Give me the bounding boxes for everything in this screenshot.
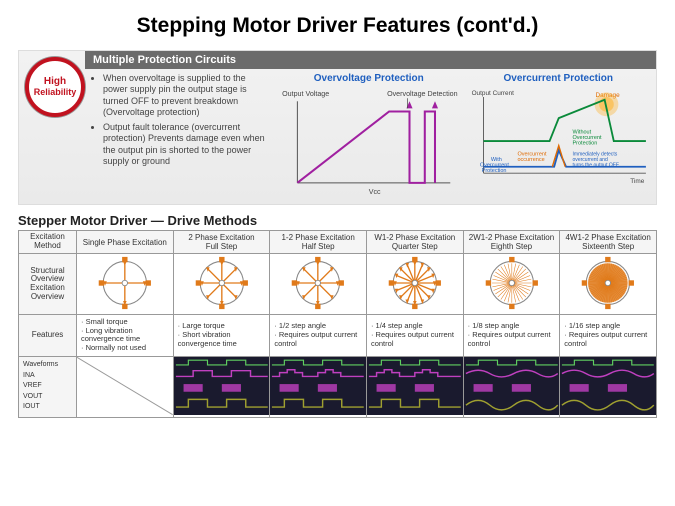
bullet-list: When overvoltage is supplied to the powe… — [91, 73, 269, 198]
feature-cell: · 1/16 step angle· Requires output curre… — [560, 315, 657, 357]
rh-method: Excitation Method — [19, 231, 77, 254]
ov-chart-svg: Output Voltage Overvoltage Detection Vcc — [277, 86, 460, 198]
feature-cell: · Small torque· Long vibration convergen… — [77, 315, 174, 357]
bullet-item: Output fault tolerance (overcurrent prot… — [103, 122, 269, 167]
svg-text:turns the output OFF: turns the output OFF — [572, 163, 618, 169]
page-title: Stepping Motor Driver Features (cont'd.) — [18, 14, 657, 38]
ov-axis-vcc: Vcc — [369, 188, 381, 196]
svg-text:Protection: Protection — [481, 168, 506, 174]
rotor-diagram — [77, 254, 174, 315]
col-header: 1-2 Phase Excitation Half Step — [270, 231, 367, 254]
table-section-title: Stepper Motor Driver — Drive Methods — [18, 213, 657, 228]
oc-chart-title: Overcurrent Protection — [467, 73, 651, 84]
ov-label-detect: Overvoltage Detection — [387, 90, 458, 98]
panel-header: Multiple Protection Circuits — [85, 51, 656, 69]
rh-wave: Waveforms INA VREF VOUT IOUT — [19, 356, 77, 417]
feature-cell: · 1/4 step angle· Requires output curren… — [366, 315, 463, 357]
reliability-badge: High Reliability — [25, 57, 85, 117]
badge-line2: Reliability — [34, 88, 77, 97]
col-header: Single Phase Excitation — [77, 231, 174, 254]
svg-text:occurrence: occurrence — [517, 157, 544, 163]
bullet-item: When overvoltage is supplied to the powe… — [103, 73, 269, 118]
feature-cell: · Large torque· Short vibration converge… — [173, 315, 270, 357]
badge-line1: High — [44, 77, 66, 88]
svg-text:Protection: Protection — [572, 141, 597, 147]
rotor-diagram — [560, 254, 657, 315]
waveform-cell — [77, 356, 174, 417]
oc-chart-svg: Output Current Damage Without Overcurren… — [467, 86, 650, 187]
col-header: W1-2 Phase Excitation Quarter Step — [366, 231, 463, 254]
overcurrent-chart: Overcurrent Protection Output Current Da… — [467, 73, 651, 198]
waveform-cell — [463, 356, 560, 417]
rotor-diagram — [173, 254, 270, 315]
feature-cell: · 1/8 step angle· Requires output curren… — [463, 315, 560, 357]
col-header: 2W1-2 Phase Excitation Eighth Step — [463, 231, 560, 254]
waveform-cell — [560, 356, 657, 417]
waveform-cell — [270, 356, 367, 417]
rotor-diagram — [270, 254, 367, 315]
oc-label-output: Output Current — [471, 90, 514, 97]
feature-cell: · 1/2 step angle· Requires output curren… — [270, 315, 367, 357]
waveform-cell — [173, 356, 270, 417]
col-header: 4W1-2 Phase Excitation Sixteenth Step — [560, 231, 657, 254]
overvoltage-chart: Overvoltage Protection Output Voltage Ov… — [277, 73, 461, 198]
rotor-diagram — [366, 254, 463, 315]
drive-methods-table: Excitation MethodSingle Phase Excitation… — [18, 230, 657, 418]
waveform-cell — [366, 356, 463, 417]
rotor-diagram — [463, 254, 560, 315]
rh-feat: Features — [19, 315, 77, 357]
oc-axis-time: Time — [630, 178, 644, 185]
rh-struct: Structural Overview Excitation Overview — [19, 254, 77, 315]
col-header: 2 Phase Excitation Full Step — [173, 231, 270, 254]
protection-panel: High Reliability Multiple Protection Cir… — [18, 50, 657, 205]
ov-chart-title: Overvoltage Protection — [277, 73, 461, 84]
ov-label-output: Output Voltage — [282, 90, 329, 98]
